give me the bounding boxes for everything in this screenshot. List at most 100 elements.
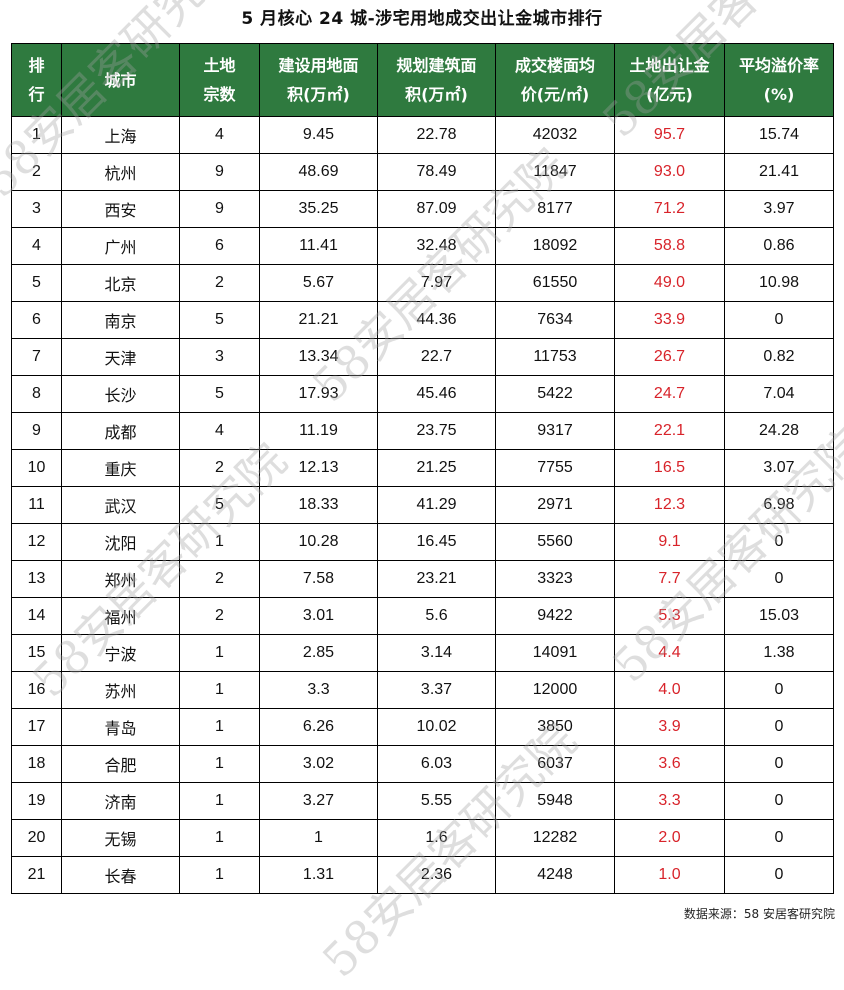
table-row: 17 青岛 1 6.26 10.02 3850 3.9 0 <box>11 708 834 746</box>
cell-city: 北京 <box>61 264 180 302</box>
cell-revenue: 93.0 <box>614 153 725 191</box>
cell-revenue: 24.7 <box>614 375 725 413</box>
cell-premium: 0 <box>724 560 834 598</box>
cell-floor-price: 11847 <box>495 153 615 191</box>
cell-floor-price: 61550 <box>495 264 615 302</box>
cell-rank: 16 <box>11 671 62 709</box>
cell-city: 成都 <box>61 412 180 450</box>
cell-premium: 15.74 <box>724 116 834 154</box>
cell-revenue: 22.1 <box>614 412 725 450</box>
cell-city: 青岛 <box>61 708 180 746</box>
cell-premium: 7.04 <box>724 375 834 413</box>
cell-premium: 6.98 <box>724 486 834 524</box>
cell-floor-price: 4248 <box>495 856 615 894</box>
table-row: 16 苏州 1 3.3 3.37 12000 4.0 0 <box>11 671 834 709</box>
cell-revenue: 4.4 <box>614 634 725 672</box>
cell-premium: 0 <box>724 819 834 857</box>
cell-land-area: 21.21 <box>259 301 378 339</box>
table-row: 7 天津 3 13.34 22.7 11753 26.7 0.82 <box>11 338 834 376</box>
table-row: 2 杭州 9 48.69 78.49 11847 93.0 21.41 <box>11 153 834 191</box>
cell-parcels: 9 <box>179 153 260 191</box>
cell-floor-price: 5560 <box>495 523 615 561</box>
cell-floor-price: 9422 <box>495 597 615 635</box>
cell-city: 无锡 <box>61 819 180 857</box>
cell-parcels: 1 <box>179 523 260 561</box>
table-row: 1 上海 4 9.45 22.78 42032 95.7 15.74 <box>11 116 834 154</box>
cell-build-area: 6.03 <box>377 745 496 783</box>
table-row: 13 郑州 2 7.58 23.21 3323 7.7 0 <box>11 560 834 598</box>
table-row: 10 重庆 2 12.13 21.25 7755 16.5 3.07 <box>11 449 834 487</box>
cell-land-area: 35.25 <box>259 190 378 228</box>
page-title: 5 月核心 24 城-涉宅用地成交出让金城市排行 <box>241 9 603 29</box>
cell-land-area: 7.58 <box>259 560 378 598</box>
cell-build-area: 23.21 <box>377 560 496 598</box>
cell-build-area: 41.29 <box>377 486 496 524</box>
cell-parcels: 4 <box>179 116 260 154</box>
cell-city: 南京 <box>61 301 180 339</box>
cell-build-area: 1.6 <box>377 819 496 857</box>
cell-parcels: 1 <box>179 634 260 672</box>
cell-rank: 4 <box>11 227 62 265</box>
cell-rank: 5 <box>11 264 62 302</box>
cell-city: 武汉 <box>61 486 180 524</box>
cell-city: 杭州 <box>61 153 180 191</box>
cell-land-area: 1.31 <box>259 856 378 894</box>
cell-premium: 0 <box>724 671 834 709</box>
table-row: 14 福州 2 3.01 5.6 9422 5.3 15.03 <box>11 597 834 635</box>
cell-build-area: 21.25 <box>377 449 496 487</box>
cell-land-area: 17.93 <box>259 375 378 413</box>
cell-parcels: 6 <box>179 227 260 265</box>
cell-rank: 10 <box>11 449 62 487</box>
cell-premium: 21.41 <box>724 153 834 191</box>
header-build-area: 规划建筑面 积(万㎡) <box>377 43 496 117</box>
cell-parcels: 2 <box>179 560 260 598</box>
cell-premium: 0.82 <box>724 338 834 376</box>
cell-rank: 17 <box>11 708 62 746</box>
table-row: 6 南京 5 21.21 44.36 7634 33.9 0 <box>11 301 834 339</box>
cell-floor-price: 5948 <box>495 782 615 820</box>
cell-parcels: 1 <box>179 782 260 820</box>
table-row: 9 成都 4 11.19 23.75 9317 22.1 24.28 <box>11 412 834 450</box>
cell-premium: 3.07 <box>724 449 834 487</box>
cell-build-area: 5.6 <box>377 597 496 635</box>
cell-revenue: 3.3 <box>614 782 725 820</box>
cell-rank: 21 <box>11 856 62 894</box>
cell-premium: 0.86 <box>724 227 834 265</box>
table-row: 3 西安 9 35.25 87.09 8177 71.2 3.97 <box>11 190 834 228</box>
cell-rank: 13 <box>11 560 62 598</box>
cell-land-area: 3.01 <box>259 597 378 635</box>
cell-build-area: 45.46 <box>377 375 496 413</box>
cell-rank: 6 <box>11 301 62 339</box>
cell-city: 天津 <box>61 338 180 376</box>
cell-land-area: 9.45 <box>259 116 378 154</box>
header-city: 城市 <box>61 43 180 117</box>
cell-rank: 1 <box>11 116 62 154</box>
cell-premium: 1.38 <box>724 634 834 672</box>
cell-land-area: 18.33 <box>259 486 378 524</box>
cell-revenue: 33.9 <box>614 301 725 339</box>
cell-parcels: 1 <box>179 745 260 783</box>
cell-revenue: 26.7 <box>614 338 725 376</box>
cell-build-area: 3.14 <box>377 634 496 672</box>
table-row: 8 长沙 5 17.93 45.46 5422 24.7 7.04 <box>11 375 834 413</box>
cell-rank: 11 <box>11 486 62 524</box>
cell-land-area: 3.02 <box>259 745 378 783</box>
cell-city: 广州 <box>61 227 180 265</box>
cell-build-area: 44.36 <box>377 301 496 339</box>
table-row: 20 无锡 1 1 1.6 12282 2.0 0 <box>11 819 834 857</box>
cell-premium: 24.28 <box>724 412 834 450</box>
cell-premium: 0 <box>724 782 834 820</box>
cell-floor-price: 12282 <box>495 819 615 857</box>
cell-revenue: 49.0 <box>614 264 725 302</box>
cell-revenue: 9.1 <box>614 523 725 561</box>
cell-build-area: 22.7 <box>377 338 496 376</box>
table-row: 11 武汉 5 18.33 41.29 2971 12.3 6.98 <box>11 486 834 524</box>
cell-floor-price: 18092 <box>495 227 615 265</box>
cell-revenue: 12.3 <box>614 486 725 524</box>
cell-premium: 0 <box>724 301 834 339</box>
cell-rank: 9 <box>11 412 62 450</box>
cell-parcels: 1 <box>179 856 260 894</box>
cell-city: 西安 <box>61 190 180 228</box>
cell-parcels: 2 <box>179 597 260 635</box>
cell-floor-price: 3323 <box>495 560 615 598</box>
